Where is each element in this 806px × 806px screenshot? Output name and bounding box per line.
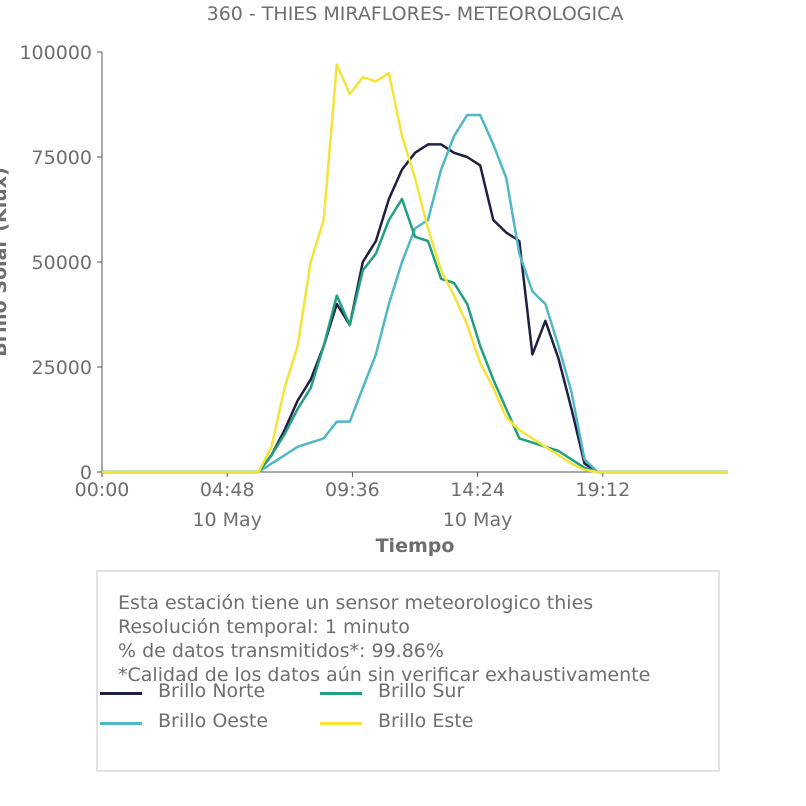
y-tick-label: 50000	[32, 252, 92, 274]
x-tick-label: 09:36	[325, 479, 380, 501]
info-quality-note: *Calidad de los datos aún sin verificar …	[118, 664, 651, 686]
info-resolution: Resolución temporal: 1 minuto	[118, 616, 410, 638]
legend-label-norte: Brillo Norte	[158, 680, 266, 702]
legend-label-sur: Brillo Sur	[378, 680, 465, 702]
chart-svg: 360 - THIES MIRAFLORES- METEOROLOGICA Br…	[0, 3, 728, 557]
legend-swatch-norte	[100, 692, 142, 695]
legend-label-oeste: Brillo Oeste	[158, 710, 269, 732]
series-line-brillo-este	[102, 63, 728, 474]
y-tick-label: 0	[80, 462, 92, 484]
legend-swatch-sur	[320, 692, 362, 695]
axes: 0 25000 50000 75000 100000 00:00 04:48 10 May 09…	[19, 42, 728, 531]
x-tick-label: 00:00	[75, 479, 130, 501]
info-transmitted: % de datos transmitidos*: 99.86%	[118, 640, 444, 662]
x-tick-label: 04:48	[200, 479, 255, 501]
info-station: Esta estación tiene un sensor meteorolog…	[118, 592, 594, 614]
series-line-brillo-sur	[102, 197, 728, 474]
x-axis-label: Tiempo	[376, 535, 455, 557]
x-tick-date-label: 10 May	[192, 509, 262, 531]
legend-label-este: Brillo Este	[378, 710, 474, 732]
y-tick-label: 100000	[19, 42, 92, 64]
series-lines	[102, 63, 728, 474]
legend-swatch-oeste	[100, 722, 142, 725]
y-tick-label: 75000	[32, 147, 92, 169]
y-axis-label: Brillo Solar (Klux)	[0, 167, 11, 357]
x-tick-date-label: 10 May	[443, 509, 513, 531]
x-tick-label: 14:24	[450, 479, 505, 501]
info-box: Esta estación tiene un sensor meteorolog…	[96, 570, 720, 772]
series-line-brillo-norte	[102, 143, 728, 474]
legend-swatch-este	[320, 722, 362, 725]
series-line-brillo-oeste	[102, 113, 728, 474]
y-tick-label: 25000	[32, 357, 92, 379]
x-tick-label: 19:12	[575, 479, 630, 501]
chart-title: 360 - THIES MIRAFLORES- METEOROLOGICA	[207, 3, 624, 25]
